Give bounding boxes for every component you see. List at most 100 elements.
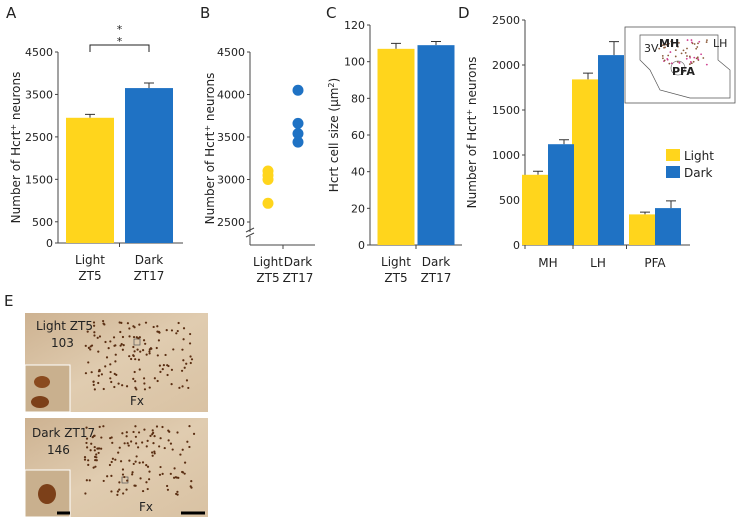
axis-break [245,232,255,238]
cell-dot [120,321,123,324]
cell-dot [133,370,136,374]
y-tick-label: 20 [351,202,365,215]
cell-dot [176,431,179,434]
cell-dot [92,321,96,324]
y-tick-label: 3000 [217,174,245,187]
cell-dot [165,328,168,332]
inset-dot [661,55,664,57]
cell-dot [190,480,193,483]
legend-label: Light [684,149,714,163]
neuron [34,376,50,388]
cell-dot [135,388,138,391]
inset-dot [686,47,688,50]
cell-dot [130,357,133,361]
inset-dot [700,53,703,56]
cell-dot [134,425,137,428]
cell-dot [169,442,173,445]
cell-dot [132,430,135,434]
x-tick-label: Dark [284,255,313,269]
inset-dot [689,56,691,59]
cell-dot [166,373,169,377]
x-tick-label: ZT17 [283,271,314,285]
y-axis-label-part: + [203,125,212,132]
bar [572,79,598,246]
cell-dot [111,441,114,444]
cell-dot [137,431,141,434]
inset-dot [689,60,692,63]
cell-dot [185,362,188,365]
y-axis-label: Number of Hcrt+ neurons [465,57,480,209]
x-tick-label: Dark [422,255,451,269]
axis-break [245,227,255,233]
cell-dot [88,479,91,482]
y-axis-label-part: Number of Hcrt [203,131,217,224]
cell-dot [121,348,124,351]
cell-dot [141,441,144,444]
cell-dot [134,435,138,438]
cell-dot [149,347,153,350]
cell-dot [146,487,149,491]
y-tick-label: 2000 [492,59,520,72]
y-tick-label: 60 [351,129,365,142]
y-axis-label: Hcrt cell size (μm2) [327,78,342,192]
inset-dot [705,41,708,43]
cell-dot [192,432,196,436]
cell-dot [161,425,164,429]
cell-dot [93,449,96,452]
x-tick-label: PFA [644,256,666,270]
cell-dot [84,372,88,375]
cell-dot [152,325,155,329]
cell-dot [100,447,103,450]
x-tick-label: LH [590,256,606,270]
cell-dot [104,340,107,344]
cell-dot [112,336,116,339]
bar [66,117,114,243]
cell-dot [126,442,129,445]
cell-dot [87,361,90,364]
inset: MH LH 3V PFA [624,26,736,104]
inset-dot [678,62,681,64]
y-axis-label-part: + [465,109,474,116]
cell-dot [123,442,126,445]
cell-dot [158,364,162,367]
bar [125,88,173,243]
cell-dot [84,344,87,347]
cell-dot [166,484,169,488]
cell-dot [134,484,137,487]
cell-dot [125,488,128,491]
inset-dot [691,42,694,45]
cell-dot [95,459,98,462]
cell-dot [159,437,162,440]
y-tick-label: 4500 [25,46,53,59]
cell-dot [137,337,140,340]
cell-dot [155,425,159,428]
cell-dot [148,478,151,481]
cell-dot [87,463,90,466]
cell-dot [185,379,189,382]
y-tick-label: 40 [351,166,365,179]
cell-dot [100,436,103,439]
cell-dot [153,435,156,438]
cell-dot [145,445,148,448]
cell-dot [87,346,90,349]
cell-dot [149,434,152,437]
cell-dot [86,446,89,449]
inset-dot [664,46,666,49]
cell-dot [118,321,121,324]
inset-dot [658,47,661,50]
cell-dot [135,442,138,445]
dot [292,128,304,140]
cell-dot [119,460,123,463]
x-tick-label: ZT17 [421,271,452,285]
cell-dot [178,386,181,389]
cell-dot [126,322,130,325]
cell-dot [83,458,87,461]
cell-dot [125,435,128,438]
cell-dot [93,324,96,327]
cell-dot [106,475,109,478]
cell-dot [146,465,150,468]
y-tick-label: 0 [358,239,365,252]
dot [292,117,304,129]
error-bar [533,170,543,175]
